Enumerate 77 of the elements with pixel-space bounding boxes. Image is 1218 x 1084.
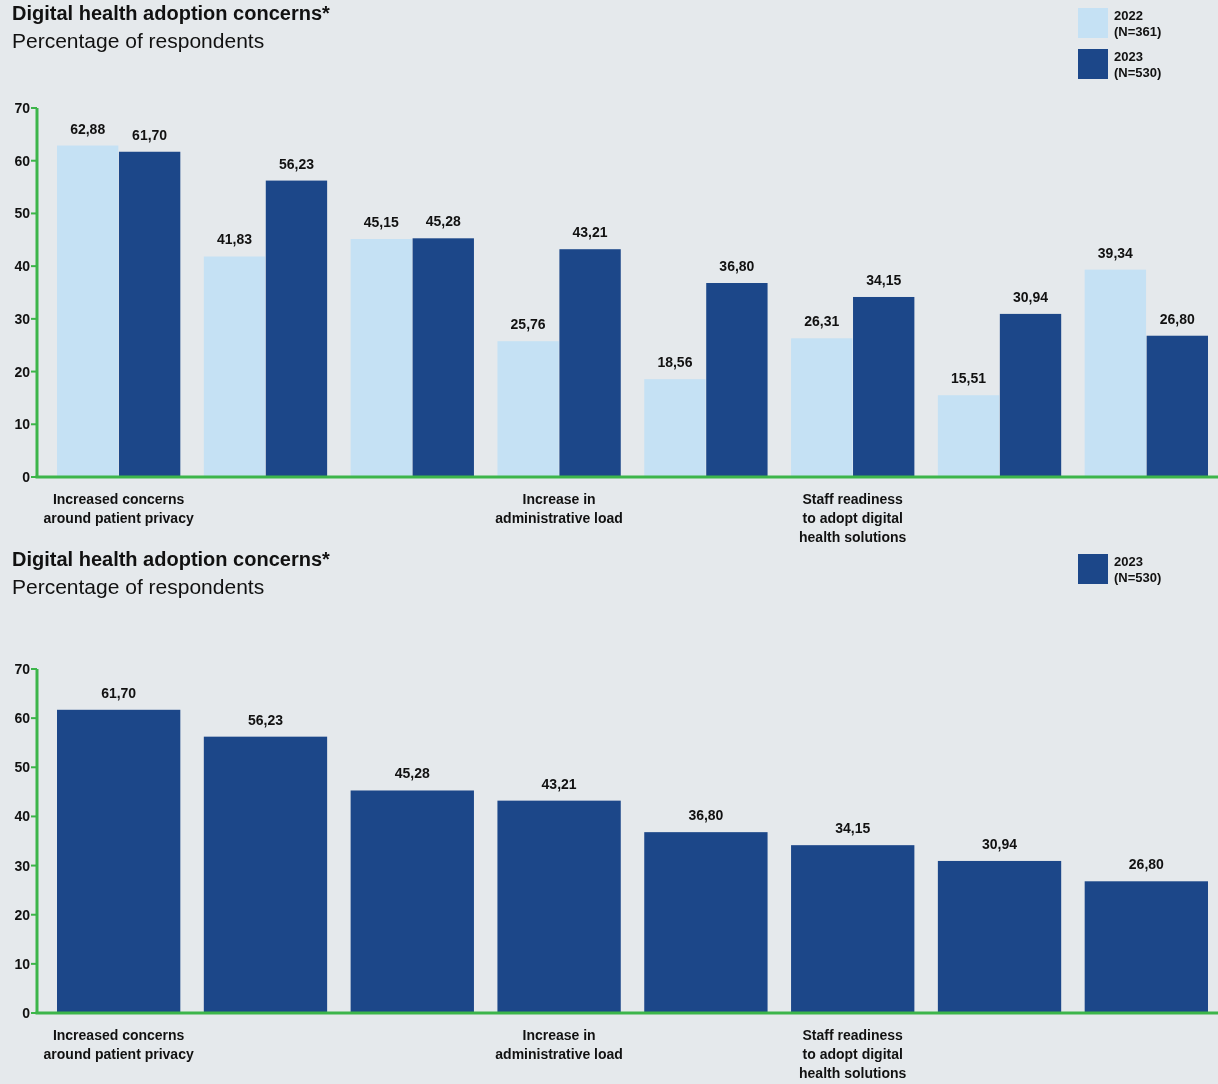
y-tick-label: 40 [14,258,31,275]
y-tick-label: 10 [14,416,31,433]
bar [203,736,328,1013]
chart-subtitle: Percentage of respondents [12,29,265,52]
data-label: 41,83 [216,231,253,248]
x-tick-label: Increased concerns around patient privacy [43,1027,194,1062]
bar [937,860,1062,1013]
bar [265,180,328,477]
data-label: 61,70 [101,684,137,701]
y-tick-label: 60 [14,710,31,727]
bar [350,239,412,477]
data-label: 45,28 [425,213,461,230]
x-tick-label: Increased concerns around patient privacy [43,491,194,526]
bar [559,249,621,477]
x-tick-label: Staff readiness to adopt digital health solutions [799,1027,907,1081]
data-label: 25,76 [510,316,546,333]
data-label: 26,80 [1159,310,1196,327]
y-tick-label: 20 [14,363,31,380]
bar [350,790,474,1013]
y-tick-label: 50 [14,205,31,222]
data-label: 61,70 [132,126,168,143]
y-tick-label: 0 [22,1005,31,1021]
y-tick-label: 70 [14,661,31,677]
bar [791,845,915,1013]
data-label: 18,56 [657,354,693,371]
y-tick-label: 30 [14,857,31,874]
bar [999,313,1062,477]
bar [853,296,915,477]
data-label: 36,80 [688,807,724,824]
data-label: 15,51 [951,370,987,387]
x-tick-label: Increase in administrative load [495,1027,623,1062]
bar [57,709,181,1013]
bar [57,145,119,477]
data-label: 45,15 [363,213,400,230]
data-label: 45,28 [394,765,431,782]
data-label: 43,21 [572,224,608,241]
data-label: 36,80 [719,258,755,275]
bar [497,800,621,1013]
data-label: 62,88 [70,120,106,137]
bar [412,238,474,477]
data-label: 26,80 [1128,856,1165,873]
bar [1146,335,1208,477]
chart-title: Digital health adoption concerns* [12,2,331,24]
bar [706,283,768,477]
bar [1084,269,1147,477]
legend-label: 2022 (N=361) [1114,8,1162,39]
bar [791,338,853,477]
data-label: 56,23 [247,711,284,728]
y-tick-label: 30 [14,310,31,327]
bar [644,832,768,1013]
bar [644,379,706,477]
data-label: 34,15 [835,820,871,837]
y-tick-label: 60 [14,152,31,169]
legend-label: 2023 (N=530) [1114,554,1162,585]
chart-title: Digital health adoption concerns* [12,548,331,570]
data-label: 39,34 [1097,244,1134,261]
x-tick-label: Staff readiness to adopt digital health solutions [799,491,907,545]
chart-subtitle: Percentage of respondents [12,575,265,598]
bar [203,256,266,477]
data-label: 26,31 [804,313,840,330]
bar [1084,881,1208,1013]
data-label: 43,21 [541,775,577,792]
data-label: 34,15 [866,271,902,288]
data-label: 30,94 [982,835,1018,852]
bar [937,395,1000,477]
y-tick-label: 70 [14,100,31,116]
y-tick-label: 40 [14,808,31,825]
legend-label: 2023 (N=530) [1114,49,1162,80]
y-tick-label: 0 [22,469,31,485]
x-tick-label: Increase in administrative load [495,491,623,526]
data-label: 30,94 [1012,288,1049,305]
y-tick-label: 50 [14,759,31,776]
data-label: 56,23 [278,155,315,172]
bar [118,151,181,477]
y-tick-label: 20 [14,906,31,923]
y-tick-label: 10 [14,955,31,972]
bar [497,341,559,477]
